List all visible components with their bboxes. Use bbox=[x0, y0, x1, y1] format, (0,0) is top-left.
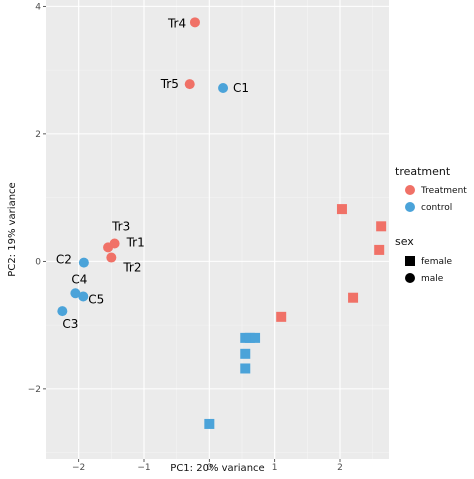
point-male-control bbox=[78, 291, 89, 302]
point-male-control bbox=[57, 306, 68, 317]
legend-key-treatment bbox=[405, 185, 415, 195]
x-tick-label: 0 bbox=[206, 463, 212, 473]
legend-label-male: male bbox=[421, 274, 444, 284]
legend-key-male bbox=[405, 273, 415, 283]
point-label: C1 bbox=[233, 81, 249, 95]
point-label: C3 bbox=[62, 317, 78, 331]
point-male-treatment bbox=[109, 238, 120, 249]
point-male-control bbox=[70, 288, 81, 299]
legend-label-female: female bbox=[421, 257, 452, 267]
point-female-control bbox=[240, 348, 251, 359]
point-male-treatment bbox=[189, 17, 200, 28]
point-label: C2 bbox=[56, 253, 72, 267]
point-male-control bbox=[78, 257, 89, 268]
point-male-treatment bbox=[106, 252, 117, 263]
x-tick-label: −1 bbox=[137, 463, 150, 473]
point-female-treatment bbox=[376, 221, 387, 232]
x-tick-label: 2 bbox=[337, 463, 343, 473]
point-female-control bbox=[250, 332, 261, 343]
y-tick-label: 2 bbox=[35, 130, 41, 140]
point-label: C4 bbox=[71, 272, 87, 286]
y-axis-title: PC2: 19% variance bbox=[7, 182, 18, 276]
legend-treatment-title: treatment bbox=[395, 165, 451, 178]
legend-label-treatment: Treatment bbox=[420, 186, 467, 196]
point-label: Tr5 bbox=[160, 77, 179, 91]
x-tick-label: −2 bbox=[72, 463, 85, 473]
point-label: Tr2 bbox=[122, 261, 141, 275]
y-tick-label: 0 bbox=[35, 257, 41, 267]
y-tick-label: −2 bbox=[28, 385, 41, 395]
point-female-control bbox=[244, 332, 255, 343]
legend-key-control bbox=[405, 202, 415, 212]
point-female-treatment bbox=[336, 204, 347, 215]
point-male-treatment bbox=[184, 79, 195, 90]
point-female-control bbox=[240, 363, 251, 374]
point-label: Tr1 bbox=[126, 236, 145, 250]
point-female-treatment bbox=[276, 311, 287, 322]
plot-panel bbox=[46, 0, 389, 459]
x-axis-title: PC1: 20% variance bbox=[170, 463, 264, 474]
legend-key-female bbox=[405, 256, 415, 266]
point-female-control bbox=[204, 418, 215, 429]
y-tick-label: 4 bbox=[35, 2, 41, 12]
legend-label-control: control bbox=[421, 203, 452, 213]
point-label: C5 bbox=[88, 292, 104, 306]
point-female-treatment bbox=[348, 292, 359, 303]
point-label: Tr3 bbox=[111, 219, 130, 233]
point-female-treatment bbox=[374, 244, 385, 255]
legend-sex-title: sex bbox=[395, 235, 414, 248]
point-male-control bbox=[218, 82, 229, 93]
x-tick-label: 1 bbox=[272, 463, 278, 473]
point-label: Tr4 bbox=[167, 16, 186, 30]
